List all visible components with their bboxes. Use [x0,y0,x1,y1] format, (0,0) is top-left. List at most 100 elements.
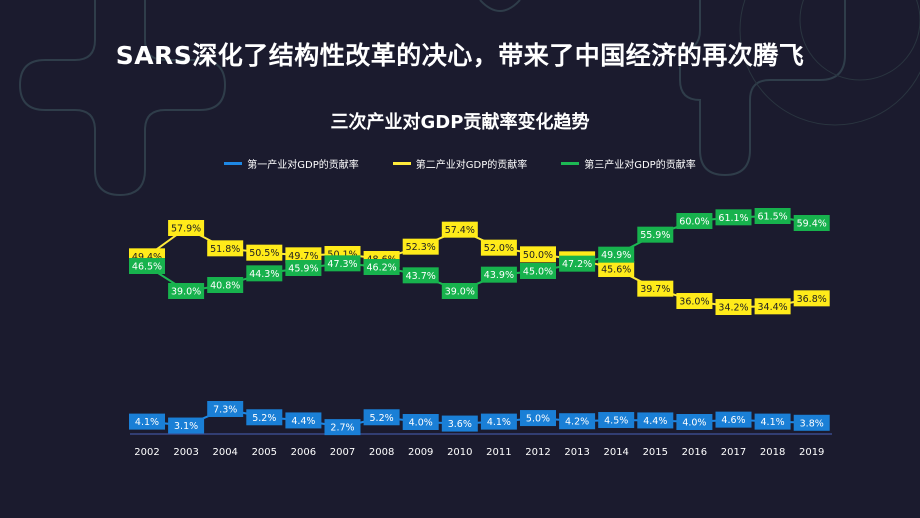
x-tick-label: 2015 [643,447,668,458]
x-tick-label: 2019 [799,447,824,458]
x-tick-label: 2017 [721,447,746,458]
data-point-tertiary [441,283,478,299]
data-point-primary [676,414,713,430]
data-label-primary: 4.1% [135,417,159,428]
data-point-secondary [441,221,478,238]
data-label-primary: 4.0% [682,418,706,429]
data-label-secondary: 57.9% [171,224,201,235]
x-tick-label: 2012 [525,447,550,458]
data-label-secondary: 45.6% [601,265,631,276]
x-tick-label: 2009 [408,447,433,458]
data-label-tertiary: 39.0% [171,287,201,298]
data-label-primary: 3.1% [174,421,198,432]
data-label-secondary: 36.8% [797,294,827,305]
data-label-tertiary: 47.3% [327,259,357,270]
data-label-primary: 4.6% [721,415,745,426]
data-point-primary [520,410,556,427]
data-point-primary [598,412,635,429]
data-label-primary: 4.1% [487,417,511,428]
data-label-primary: 4.0% [409,418,433,429]
data-label-primary: 3.8% [800,418,824,429]
data-label-secondary: 34.2% [718,303,748,314]
data-label-secondary: 34.4% [758,302,788,313]
data-label-tertiary: 61.1% [718,213,748,224]
data-point-secondary [168,220,205,236]
data-point-secondary [793,290,830,307]
data-point-primary [324,419,361,436]
data-label-primary: 4.4% [643,416,667,427]
data-label-tertiary: 55.9% [640,230,670,241]
data-label-secondary: 51.8% [210,244,240,255]
x-tick-label: 2005 [252,447,277,458]
chart-legend: 第一产业对GDP的贡献率 第二产业对GDP的贡献率 第三产业对GDP的贡献率 [0,156,920,171]
data-label-primary: 4.5% [604,416,628,427]
data-label-primary: 5.2% [370,413,394,424]
legend-item-tertiary: 第三产业对GDP的贡献率 [561,156,696,171]
data-point-tertiary [168,283,205,299]
data-point-secondary [285,247,322,264]
data-label-secondary: 36.0% [679,297,709,308]
data-point-primary [480,413,517,430]
data-label-primary: 2.7% [330,423,354,434]
data-point-primary [285,412,322,429]
data-point-secondary [207,240,244,257]
data-point-tertiary [207,277,244,293]
data-point-primary [441,415,478,432]
data-point-tertiary [480,266,517,283]
data-point-tertiary [520,263,556,279]
data-point-primary [559,413,596,430]
data-label-secondary: 50.5% [249,248,279,259]
data-label-primary: 4.1% [761,417,785,428]
legend-label-primary: 第一产业对GDP的贡献率 [247,160,359,171]
data-label-secondary: 50.1% [327,250,357,261]
data-label-tertiary: 45.0% [523,267,553,278]
x-tick-label: 2006 [291,447,316,458]
legend-item-primary: 第一产业对GDP的贡献率 [224,156,359,171]
data-point-secondary [754,298,791,315]
data-label-secondary: 50.0% [523,250,553,261]
legend-label-tertiary: 第三产业对GDP的贡献率 [584,160,696,171]
x-tick-label: 2014 [603,447,628,458]
legend-swatch-secondary [392,162,411,165]
data-point-secondary [246,244,283,261]
data-point-primary [129,413,165,430]
data-label-secondary: 57.4% [445,225,475,236]
deco-shape-left [18,0,227,197]
data-label-secondary: 49.4% [132,252,162,263]
data-point-secondary [480,239,517,256]
deco-shape-top [479,0,521,12]
data-point-tertiary [324,255,361,272]
data-label-tertiary: 49.9% [601,250,631,261]
data-point-tertiary [793,215,830,231]
x-tick-label: 2010 [447,447,472,458]
data-point-tertiary [129,258,165,274]
data-point-tertiary [246,265,283,282]
data-label-tertiary: 39.0% [445,287,475,298]
data-label-secondary: 52.0% [484,243,514,254]
data-label-tertiary: 45.9% [288,264,318,275]
data-label-secondary: 49.7% [288,251,318,262]
data-point-tertiary [676,213,713,229]
data-label-tertiary: 46.5% [132,262,162,273]
legend-swatch-tertiary [561,162,580,165]
x-tick-label: 2008 [369,447,394,458]
x-tick-label: 2004 [212,447,237,458]
data-point-primary [168,417,205,434]
data-point-tertiary [402,267,439,284]
data-point-primary [637,412,674,429]
data-point-secondary [715,299,752,315]
data-label-tertiary: 43.9% [484,270,514,281]
data-label-secondary: 52.3% [406,242,436,253]
data-label-tertiary: 47.2% [562,259,592,270]
data-point-primary [246,409,283,426]
data-point-primary [363,409,400,426]
data-label-tertiary: 61.5% [758,212,788,223]
legend-label-secondary: 第二产业对GDP的贡献率 [415,160,528,171]
data-label-primary: 5.2% [252,413,276,424]
data-point-primary [402,414,439,430]
data-point-primary [207,401,244,417]
data-point-tertiary [285,260,322,276]
deco-shape-right [679,0,846,177]
data-label-primary: 5.0% [526,414,550,425]
